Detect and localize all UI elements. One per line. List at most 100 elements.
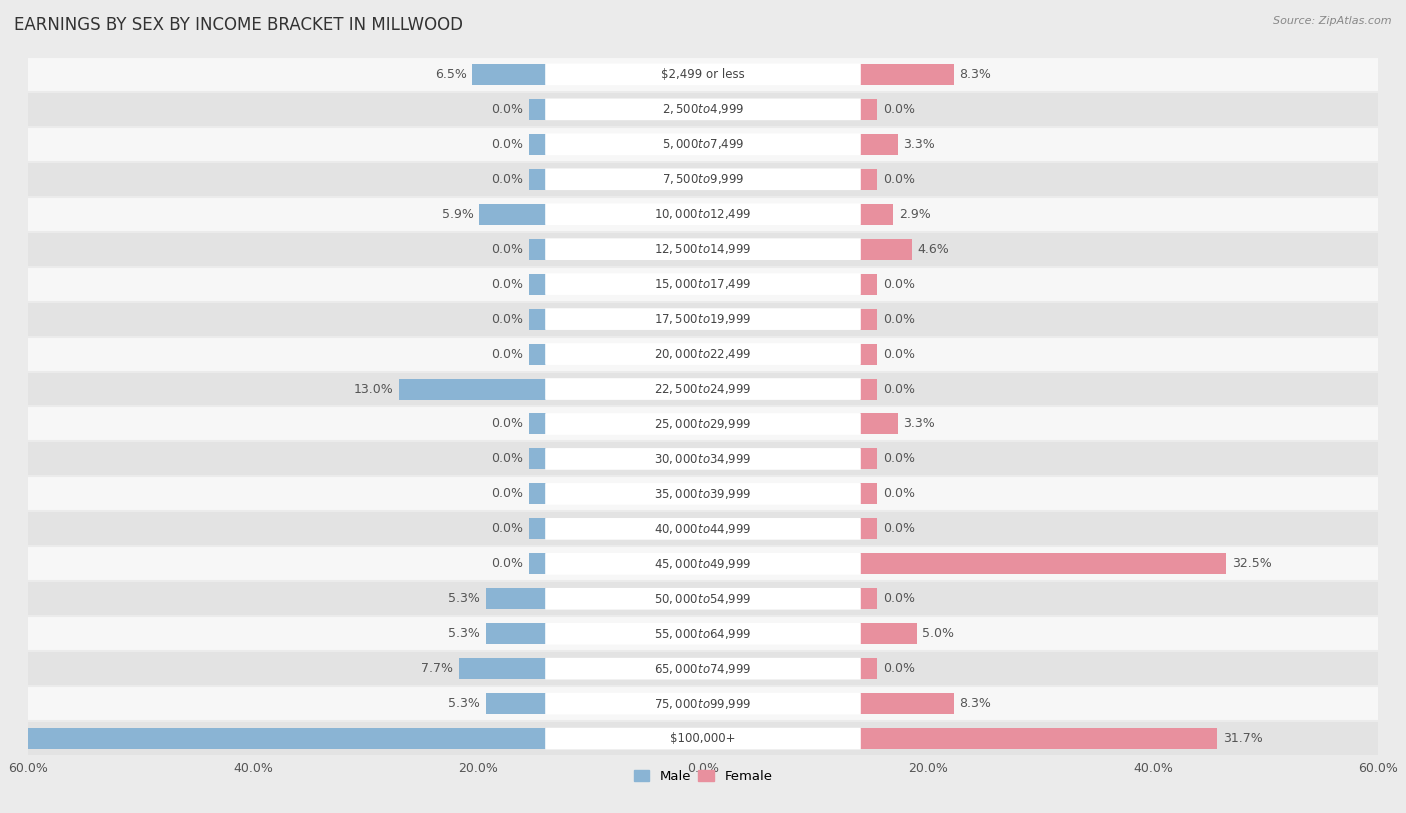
Text: 0.0%: 0.0%: [491, 558, 523, 570]
FancyBboxPatch shape: [546, 168, 860, 190]
Text: $12,500 to $14,999: $12,500 to $14,999: [654, 242, 752, 256]
Text: $20,000 to $22,499: $20,000 to $22,499: [654, 347, 752, 361]
FancyBboxPatch shape: [546, 518, 860, 540]
Bar: [28, 337, 1378, 372]
FancyBboxPatch shape: [546, 308, 860, 330]
Text: 5.9%: 5.9%: [441, 208, 474, 220]
Bar: [860, 99, 877, 120]
Bar: [529, 554, 546, 574]
Bar: [860, 344, 877, 364]
FancyBboxPatch shape: [546, 343, 860, 365]
FancyBboxPatch shape: [546, 623, 860, 645]
Bar: [28, 162, 1378, 197]
Text: $22,500 to $24,999: $22,500 to $24,999: [654, 382, 752, 396]
FancyBboxPatch shape: [546, 63, 860, 85]
Bar: [28, 686, 1378, 721]
Bar: [860, 519, 877, 539]
Bar: [28, 651, 1378, 686]
FancyBboxPatch shape: [546, 378, 860, 400]
Text: 2.9%: 2.9%: [898, 208, 931, 220]
Bar: [28, 232, 1378, 267]
Bar: [28, 127, 1378, 162]
Text: 0.0%: 0.0%: [491, 348, 523, 360]
Text: 0.0%: 0.0%: [491, 418, 523, 430]
Bar: [399, 379, 546, 399]
Text: 4.6%: 4.6%: [918, 243, 949, 255]
Bar: [28, 581, 1378, 616]
Bar: [479, 204, 546, 224]
Bar: [860, 554, 1226, 574]
Bar: [860, 728, 1218, 749]
Bar: [860, 204, 893, 224]
Bar: [458, 659, 546, 679]
Bar: [28, 197, 1378, 232]
Bar: [529, 519, 546, 539]
FancyBboxPatch shape: [546, 553, 860, 575]
Bar: [28, 546, 1378, 581]
Text: $30,000 to $34,999: $30,000 to $34,999: [654, 452, 752, 466]
Bar: [860, 484, 877, 504]
Text: $35,000 to $39,999: $35,000 to $39,999: [654, 487, 752, 501]
Bar: [860, 169, 877, 189]
FancyBboxPatch shape: [546, 273, 860, 295]
Bar: [860, 309, 877, 329]
Bar: [860, 693, 953, 714]
FancyBboxPatch shape: [546, 588, 860, 610]
Bar: [28, 406, 1378, 441]
Bar: [860, 624, 917, 644]
Text: 0.0%: 0.0%: [491, 243, 523, 255]
Text: 5.0%: 5.0%: [922, 628, 955, 640]
Bar: [28, 511, 1378, 546]
Bar: [529, 414, 546, 434]
Bar: [28, 57, 1378, 92]
Bar: [860, 414, 897, 434]
FancyBboxPatch shape: [546, 98, 860, 120]
Bar: [0, 728, 546, 749]
Text: 13.0%: 13.0%: [354, 383, 394, 395]
Text: $65,000 to $74,999: $65,000 to $74,999: [654, 662, 752, 676]
FancyBboxPatch shape: [546, 413, 860, 435]
Text: 0.0%: 0.0%: [491, 313, 523, 325]
Text: 0.0%: 0.0%: [883, 593, 915, 605]
Text: 0.0%: 0.0%: [883, 313, 915, 325]
Text: 0.0%: 0.0%: [883, 103, 915, 115]
Bar: [529, 134, 546, 154]
Bar: [529, 449, 546, 469]
Text: 31.7%: 31.7%: [1223, 733, 1263, 745]
FancyBboxPatch shape: [546, 238, 860, 260]
Bar: [860, 379, 877, 399]
FancyBboxPatch shape: [546, 133, 860, 155]
Text: 0.0%: 0.0%: [883, 663, 915, 675]
Text: $2,500 to $4,999: $2,500 to $4,999: [662, 102, 744, 116]
Bar: [529, 239, 546, 259]
Bar: [28, 476, 1378, 511]
Text: 0.0%: 0.0%: [491, 278, 523, 290]
Text: EARNINGS BY SEX BY INCOME BRACKET IN MILLWOOD: EARNINGS BY SEX BY INCOME BRACKET IN MIL…: [14, 16, 463, 34]
Text: 0.0%: 0.0%: [491, 173, 523, 185]
Bar: [860, 239, 912, 259]
Bar: [529, 484, 546, 504]
Bar: [472, 64, 546, 85]
Legend: Male, Female: Male, Female: [628, 764, 778, 788]
Text: $17,500 to $19,999: $17,500 to $19,999: [654, 312, 752, 326]
Text: $55,000 to $64,999: $55,000 to $64,999: [654, 627, 752, 641]
Bar: [529, 99, 546, 120]
FancyBboxPatch shape: [546, 728, 860, 750]
Bar: [529, 344, 546, 364]
Text: 0.0%: 0.0%: [883, 453, 915, 465]
Text: 0.0%: 0.0%: [883, 278, 915, 290]
Bar: [28, 267, 1378, 302]
Bar: [486, 693, 546, 714]
Text: 5.3%: 5.3%: [449, 698, 481, 710]
Text: 6.5%: 6.5%: [434, 68, 467, 80]
Bar: [860, 589, 877, 609]
Text: 3.3%: 3.3%: [903, 418, 935, 430]
Bar: [28, 721, 1378, 756]
Bar: [486, 589, 546, 609]
Text: 0.0%: 0.0%: [491, 138, 523, 150]
Bar: [28, 92, 1378, 127]
Text: 0.0%: 0.0%: [883, 348, 915, 360]
Text: 8.3%: 8.3%: [959, 68, 991, 80]
Text: $15,000 to $17,499: $15,000 to $17,499: [654, 277, 752, 291]
Text: $5,000 to $7,499: $5,000 to $7,499: [662, 137, 744, 151]
